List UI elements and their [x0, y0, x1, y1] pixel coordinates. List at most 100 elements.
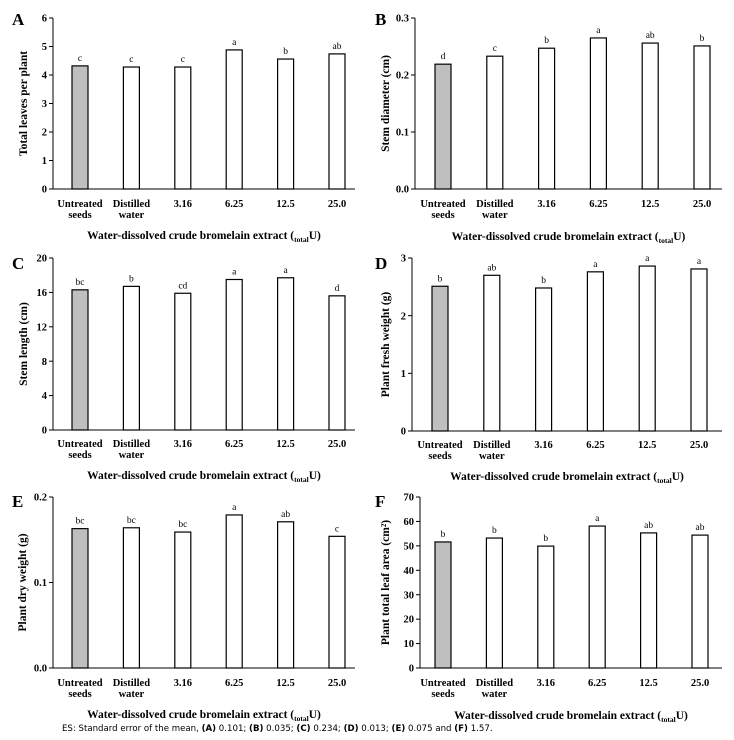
y-tick-label: 1: [42, 156, 47, 167]
category-label: 3.16: [536, 678, 555, 689]
significance-letter: a: [645, 254, 650, 264]
significance-letter: b: [700, 34, 705, 44]
y-tick-label: 12: [37, 322, 48, 333]
category-label: 3.16: [173, 199, 192, 210]
category-label: Untreated seeds: [57, 678, 103, 700]
bar: [641, 42, 659, 190]
y-tick-label: 8: [42, 357, 47, 368]
category-label: 25.0: [327, 439, 347, 450]
y-axis-label: Stem diameter (cm): [380, 55, 392, 152]
bar: [483, 274, 501, 432]
bar: [225, 514, 243, 669]
category-label: Distilled water: [476, 199, 514, 221]
x-axis-label: Water-dissolved crude bromelain extract …: [454, 710, 688, 724]
category-label: 12.5: [639, 678, 658, 689]
category-label: 12.5: [276, 439, 295, 450]
y-tick-label: 0.2: [34, 493, 47, 504]
y-axis-label: Plant dry weight (g): [17, 533, 29, 631]
category-label: 12.5: [276, 678, 295, 689]
significance-letter: a: [232, 268, 237, 278]
bar: [537, 47, 556, 190]
footnote-text: 0.234;: [310, 724, 344, 734]
significance-letter: a: [232, 38, 237, 48]
significance-letter: b: [492, 526, 497, 536]
y-axis-label: Stem length (cm): [18, 302, 30, 386]
bar: [174, 531, 192, 669]
significance-letter: bc: [127, 516, 136, 526]
y-tick-label: 3: [401, 254, 406, 265]
standard-error-footnote: ES: Standard error of the mean, (A) 0.10…: [62, 724, 493, 734]
y-tick-label: 2: [42, 128, 47, 139]
category-label: Untreated seeds: [420, 199, 466, 221]
category-label: 3.16: [173, 678, 192, 689]
category-label: Distilled water: [475, 678, 514, 700]
significance-letter: b: [129, 274, 134, 284]
y-tick-label: 0.3: [396, 14, 409, 25]
significance-letter: a: [595, 514, 600, 524]
panel-b: B 0.0 0.1 0.2 0.3 d c b a ab b Water-dissolved crud…: [375, 10, 722, 245]
bar: [174, 292, 192, 431]
y-tick-label: 0.1: [34, 578, 47, 589]
significance-letter: cd: [178, 281, 187, 291]
footnote-panel-ref: (A): [201, 724, 217, 734]
bar: [122, 66, 141, 190]
y-tick-label: 1: [401, 369, 406, 380]
x-axis-label-end: U): [309, 230, 321, 242]
x-axis-label-subscript: total: [294, 475, 309, 484]
y-tick-label: 0: [409, 664, 414, 675]
significance-letter: b: [441, 530, 446, 540]
bar-control: [71, 289, 89, 431]
significance-letter: b: [541, 276, 546, 286]
y-tick-label: 4: [42, 391, 48, 402]
panel-letter: A: [12, 10, 25, 29]
x-axis-label-end: U): [676, 710, 688, 722]
significance-letter: a: [232, 503, 237, 513]
bar: [328, 53, 346, 190]
y-tick-label: 16: [37, 288, 48, 299]
bar-control: [71, 65, 89, 190]
y-tick-label: 2: [401, 311, 406, 322]
bar: [328, 295, 346, 431]
y-tick-label: 4: [42, 71, 48, 82]
panel-c: C 0 4 8 12 16 20 bc b cd a a d Water-dissolved crude …: [12, 254, 355, 484]
bar: [690, 268, 708, 432]
y-tick-label: 5: [42, 42, 47, 53]
bar: [225, 49, 243, 190]
category-label: Untreated seeds: [57, 199, 103, 221]
bar: [586, 271, 605, 432]
category-label: 3.16: [537, 199, 556, 210]
y-axis-label: Plant fresh weight (g): [380, 292, 392, 398]
bar: [225, 278, 243, 431]
significance-letter: bc: [76, 278, 85, 288]
significance-letter: ab: [646, 31, 655, 41]
footnote-panel-ref: (B): [249, 724, 264, 734]
footnote-text: 0.035;: [263, 724, 297, 734]
y-tick-label: 0: [401, 427, 406, 438]
bar: [589, 37, 608, 190]
x-axis-label-main: Water-dissolved crude bromelain extract …: [452, 231, 659, 243]
significance-letter: ab: [487, 263, 496, 273]
x-axis-label-subscript: total: [661, 715, 676, 724]
bar: [277, 277, 295, 431]
category-label: Distilled water: [473, 440, 511, 462]
bar: [277, 58, 295, 190]
category-label: Untreated seeds: [420, 678, 466, 700]
y-tick-label: 10: [404, 639, 415, 650]
bar: [638, 265, 656, 432]
category-label: 12.5: [276, 199, 295, 210]
category-label: 25.0: [689, 440, 709, 451]
y-tick-label: 20: [404, 615, 415, 626]
bar: [277, 521, 295, 669]
x-axis-label: Water-dissolved crude bromelain extract …: [452, 231, 686, 245]
category-label: 3.16: [173, 439, 192, 450]
bar: [534, 287, 553, 432]
category-label: Distilled water: [112, 199, 151, 221]
y-axis-label: Total leaves per plant: [18, 51, 30, 156]
bar: [174, 66, 192, 190]
x-axis-label-end: U): [309, 709, 321, 721]
footnote-panel-ref: (F): [454, 724, 468, 734]
panel-d: D 0 1 2 3 b ab b a a a Water-dissolved crude bromel…: [375, 254, 722, 485]
footnote-panel-ref: (D): [343, 724, 359, 734]
